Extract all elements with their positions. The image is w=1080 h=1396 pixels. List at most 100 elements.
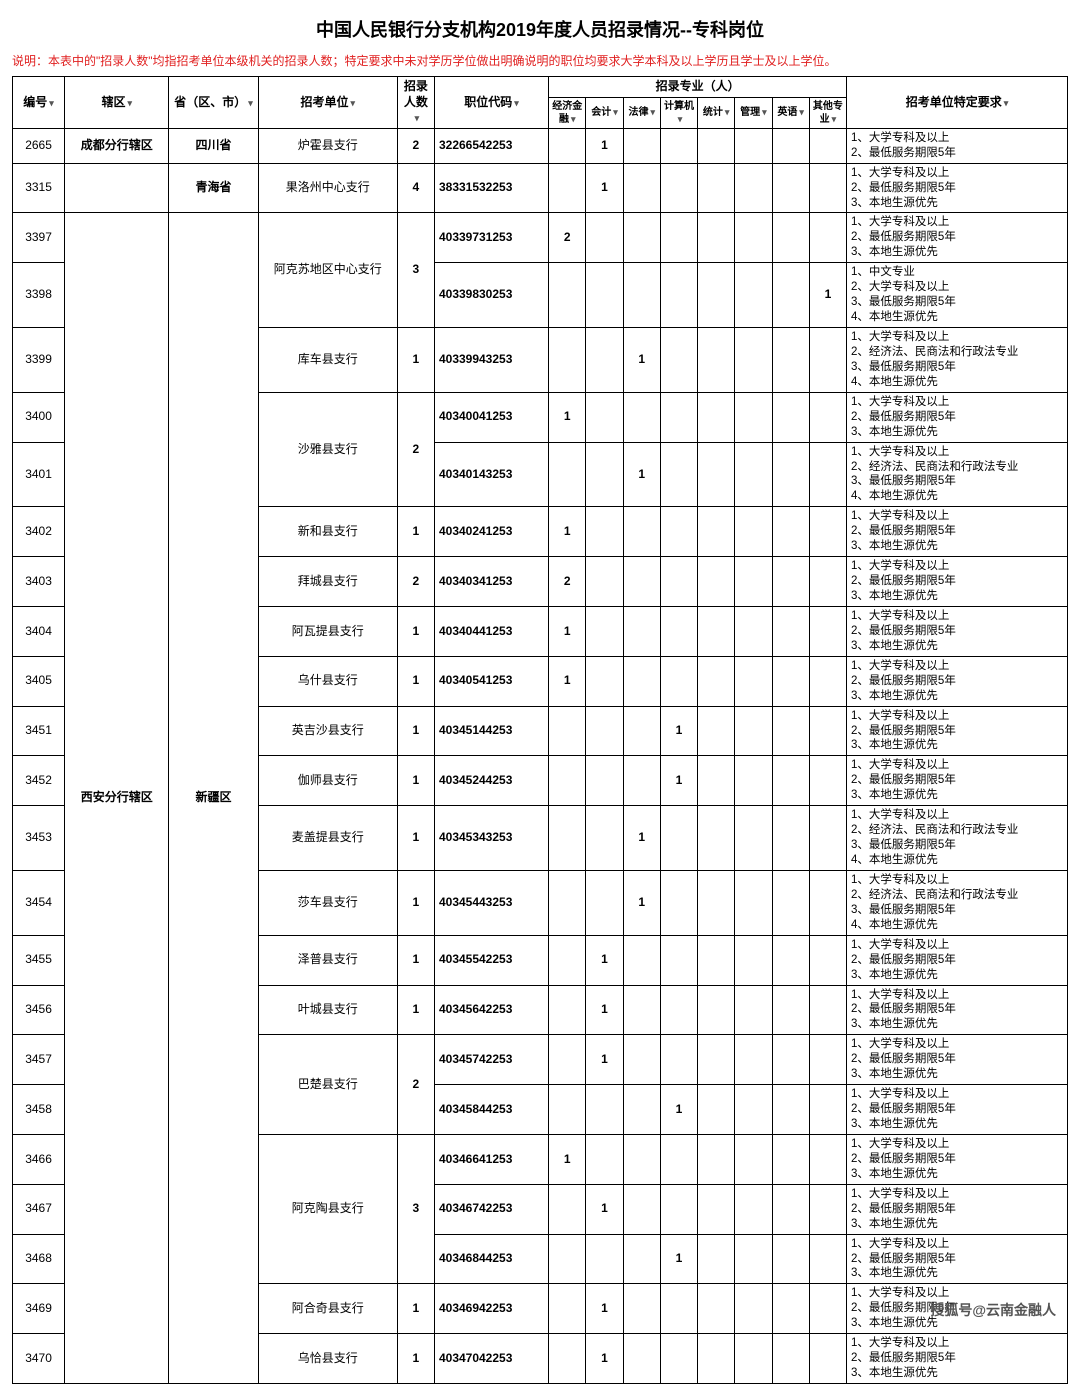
- cell-unit: 巴楚县支行: [258, 1035, 397, 1135]
- cell-major: [586, 706, 623, 756]
- col-major-4[interactable]: 统计: [698, 97, 735, 128]
- cell-major: [660, 263, 697, 328]
- cell-req: 1、大学专科及以上2、经济法、民商法和行政法专业3、最低服务期限5年4、本地生源…: [847, 870, 1068, 935]
- cell-major: [772, 1134, 809, 1184]
- cell-major: [735, 263, 772, 328]
- cell-major: [772, 128, 809, 163]
- cell-req: 1、大学专科及以上2、最低服务期限5年3、本地生源优先: [847, 392, 1068, 442]
- cell-major: [623, 1184, 660, 1234]
- cell-cnt: 3: [397, 213, 434, 328]
- cell-major: [698, 392, 735, 442]
- cell-id: 3455: [13, 935, 65, 985]
- cell-unit: 阿瓦提县支行: [258, 606, 397, 656]
- cell-req: 1、大学专科及以上2、最低服务期限5年3、本地生源优先: [847, 1184, 1068, 1234]
- cell-major: [735, 806, 772, 871]
- cell-major: [660, 213, 697, 263]
- cell-code: 40345244253: [434, 756, 548, 806]
- cell-major: [809, 507, 846, 557]
- col-area[interactable]: 辖区: [65, 77, 169, 129]
- cell-major: [586, 870, 623, 935]
- cell-major: [772, 870, 809, 935]
- col-major-7[interactable]: 其他专业: [809, 97, 846, 128]
- col-major-5[interactable]: 管理: [735, 97, 772, 128]
- cell-major: [772, 328, 809, 393]
- cell-major: [623, 1085, 660, 1135]
- cell-cnt: 1: [397, 1334, 434, 1384]
- cell-major: 1: [586, 1035, 623, 1085]
- cell-major: [809, 706, 846, 756]
- cell-id: 3457: [13, 1035, 65, 1085]
- col-unit[interactable]: 招考单位: [258, 77, 397, 129]
- cell-code: 40345443253: [434, 870, 548, 935]
- col-major-0[interactable]: 经济金融: [549, 97, 586, 128]
- col-major-3[interactable]: 计算机: [660, 97, 697, 128]
- cell-major: [549, 870, 586, 935]
- col-major-2[interactable]: 法律: [623, 97, 660, 128]
- table-row: 3397西安分行辖区新疆区阿克苏地区中心支行34033973125321、大学专…: [13, 213, 1068, 263]
- cell-unit: 阿克苏地区中心支行: [258, 213, 397, 328]
- cell-major: [809, 806, 846, 871]
- cell-code: 38331532253: [434, 163, 548, 213]
- cell-unit: 泽普县支行: [258, 935, 397, 985]
- cell-major: [809, 1085, 846, 1135]
- cell-id: 3315: [13, 163, 65, 213]
- cell-major: [698, 606, 735, 656]
- cell-cnt: 2: [397, 1035, 434, 1135]
- col-major-6[interactable]: 英语: [772, 97, 809, 128]
- cell-cnt: 1: [397, 706, 434, 756]
- cell-req: 1、大学专科及以上2、最低服务期限5年3、本地生源优先: [847, 557, 1068, 607]
- cell-req: 1、大学专科及以上2、最低服务期限5年3、本地生源优先: [847, 706, 1068, 756]
- cell-major: [586, 507, 623, 557]
- cell-major: [772, 985, 809, 1035]
- cell-major: [698, 756, 735, 806]
- cell-req: 1、大学专科及以上2、经济法、民商法和行政法专业3、最低服务期限5年4、本地生源…: [847, 442, 1068, 507]
- cell-code: 40346641253: [434, 1134, 548, 1184]
- cell-major: [586, 756, 623, 806]
- cell-major: 1: [623, 328, 660, 393]
- cell-major: 2: [549, 213, 586, 263]
- cell-req: 1、大学专科及以上2、最低服务期限5年3、本地生源优先: [847, 656, 1068, 706]
- cell-cnt: 1: [397, 806, 434, 871]
- cell-major: [660, 1184, 697, 1234]
- cell-major: 1: [549, 392, 586, 442]
- cell-major: [586, 806, 623, 871]
- cell-major: [660, 128, 697, 163]
- cell-major: [549, 163, 586, 213]
- cell-major: [549, 1234, 586, 1284]
- cell-major: [623, 128, 660, 163]
- cell-major: 1: [586, 163, 623, 213]
- col-id[interactable]: 编号: [13, 77, 65, 129]
- cell-id: 3405: [13, 656, 65, 706]
- cell-req: 1、大学专科及以上2、经济法、民商法和行政法专业3、最低服务期限5年4、本地生源…: [847, 806, 1068, 871]
- cell-major: [623, 935, 660, 985]
- col-code[interactable]: 职位代码: [434, 77, 548, 129]
- cell-major: 2: [549, 557, 586, 607]
- cell-code: 32266542253: [434, 128, 548, 163]
- cell-major: [698, 985, 735, 1035]
- cell-major: 1: [549, 656, 586, 706]
- cell-unit: 新和县支行: [258, 507, 397, 557]
- col-major-1[interactable]: 会计: [586, 97, 623, 128]
- cell-major: [772, 1085, 809, 1135]
- cell-id: 3453: [13, 806, 65, 871]
- cell-major: [698, 1134, 735, 1184]
- cell-cnt: 4: [397, 163, 434, 213]
- cell-major: [809, 1184, 846, 1234]
- cell-major: [698, 263, 735, 328]
- col-req[interactable]: 招考单位特定要求: [847, 77, 1068, 129]
- cell-major: [698, 656, 735, 706]
- col-cnt[interactable]: 招录人数: [397, 77, 434, 129]
- cell-major: [549, 706, 586, 756]
- cell-major: [735, 985, 772, 1035]
- cell-major: [772, 1334, 809, 1384]
- cell-id: 3452: [13, 756, 65, 806]
- cell-major: [549, 985, 586, 1035]
- cell-major: [549, 1035, 586, 1085]
- cell-unit: 沙雅县支行: [258, 392, 397, 507]
- cell-id: 3400: [13, 392, 65, 442]
- col-prov[interactable]: 省（区、市）: [169, 77, 258, 129]
- cell-major: [698, 1085, 735, 1135]
- cell-major: [623, 1035, 660, 1085]
- cell-area: 成都分行辖区: [65, 128, 169, 163]
- cell-major: [623, 263, 660, 328]
